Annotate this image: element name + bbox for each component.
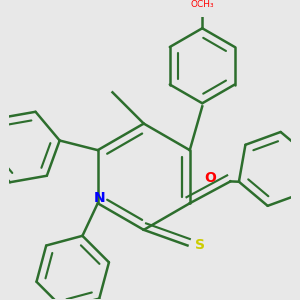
Text: N: N [94, 191, 105, 205]
Text: OCH₃: OCH₃ [190, 0, 214, 9]
Text: O: O [204, 171, 216, 185]
Text: S: S [195, 238, 205, 253]
